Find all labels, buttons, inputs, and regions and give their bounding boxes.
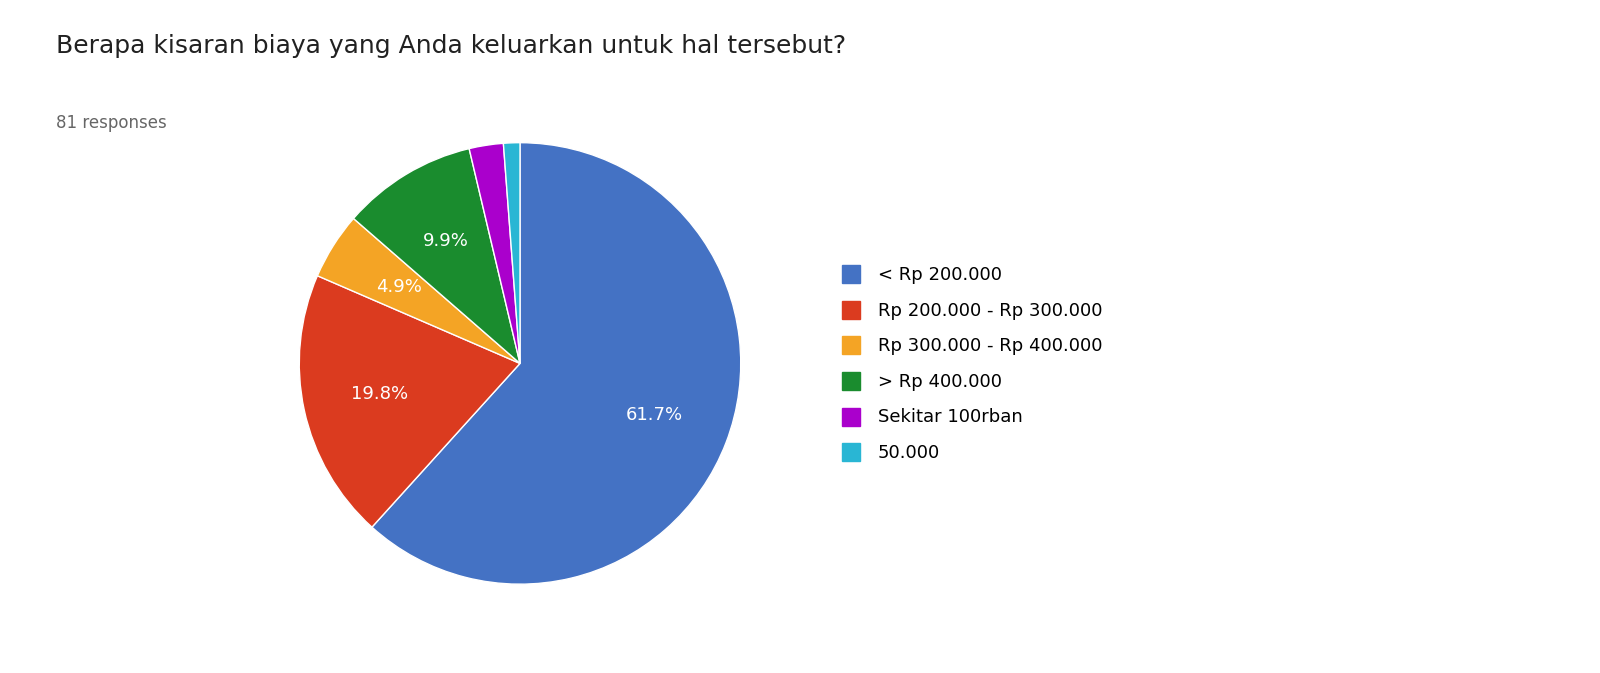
- Text: 9.9%: 9.9%: [422, 232, 469, 250]
- Wedge shape: [354, 149, 520, 363]
- Wedge shape: [371, 143, 741, 584]
- Wedge shape: [317, 219, 520, 363]
- Wedge shape: [504, 143, 520, 363]
- Wedge shape: [469, 143, 520, 363]
- Legend: < Rp 200.000, Rp 200.000 - Rp 300.000, Rp 300.000 - Rp 400.000, > Rp 400.000, Se: < Rp 200.000, Rp 200.000 - Rp 300.000, R…: [832, 256, 1112, 471]
- Wedge shape: [299, 276, 520, 527]
- Text: Berapa kisaran biaya yang Anda keluarkan untuk hal tersebut?: Berapa kisaran biaya yang Anda keluarkan…: [56, 34, 846, 58]
- Text: 19.8%: 19.8%: [352, 385, 408, 403]
- Text: 61.7%: 61.7%: [626, 406, 683, 424]
- Text: 81 responses: 81 responses: [56, 114, 166, 133]
- Text: 4.9%: 4.9%: [376, 278, 421, 296]
